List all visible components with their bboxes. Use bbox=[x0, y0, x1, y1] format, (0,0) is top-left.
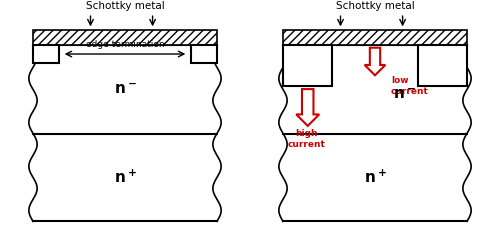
Text: edge termination: edge termination bbox=[86, 40, 164, 50]
Text: $\mathbf{n^-}$: $\mathbf{n^-}$ bbox=[114, 82, 136, 97]
Text: p: p bbox=[42, 49, 50, 59]
Text: Schottky metal: Schottky metal bbox=[86, 1, 164, 11]
Text: p: p bbox=[200, 49, 207, 59]
Text: $\mathbf{n^-}$: $\mathbf{n^-}$ bbox=[394, 87, 416, 102]
Text: $\mathbf{n^+}$: $\mathbf{n^+}$ bbox=[364, 169, 386, 186]
Text: low
current: low current bbox=[391, 76, 429, 96]
Text: high
current: high current bbox=[288, 129, 326, 149]
Bar bbox=[283, 30, 467, 45]
Bar bbox=[190, 45, 217, 63]
Bar bbox=[33, 30, 217, 45]
Text: $\mathbf{p^+}$: $\mathbf{p^+}$ bbox=[298, 56, 317, 75]
Bar bbox=[33, 45, 60, 63]
Bar bbox=[283, 45, 333, 86]
Text: $\mathbf{p^+}$: $\mathbf{p^+}$ bbox=[433, 56, 452, 75]
Text: $\mathbf{n^+}$: $\mathbf{n^+}$ bbox=[114, 169, 136, 186]
Text: Schottky metal: Schottky metal bbox=[336, 1, 414, 11]
Polygon shape bbox=[296, 89, 319, 126]
Bar bbox=[418, 45, 467, 86]
Polygon shape bbox=[364, 48, 386, 75]
